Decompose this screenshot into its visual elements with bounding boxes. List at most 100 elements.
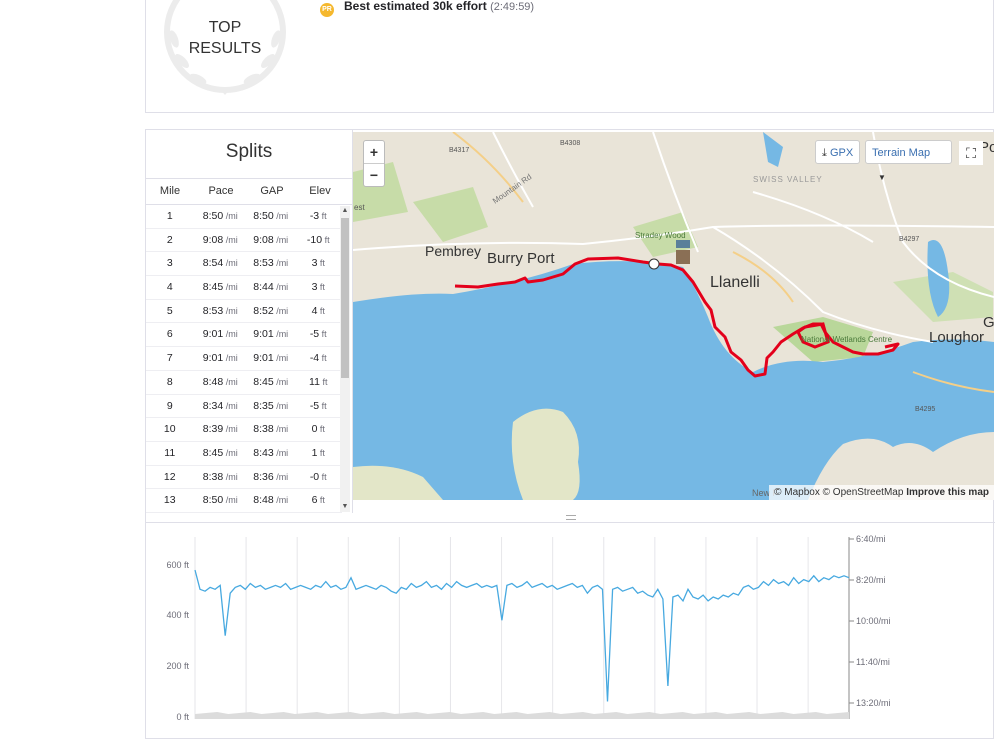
split-pace-unit: /mi bbox=[223, 353, 238, 364]
splits-scrollbar[interactable]: ▲ ▼ bbox=[340, 206, 350, 512]
split-pace: 8:54 /mi bbox=[194, 252, 247, 275]
split-pace: 8:45 /mi bbox=[194, 276, 247, 299]
split-mile-value: 5 bbox=[166, 304, 173, 317]
split-pace-value: 8:54 bbox=[202, 257, 224, 270]
split-gap-value: 8:38 bbox=[253, 423, 274, 436]
split-row[interactable]: 8 8:48 /mi 8:45 /mi 11 ft bbox=[146, 371, 342, 395]
splits-rows[interactable]: 1 8:50 /mi 8:50 /mi -3 ft 2 9:08 /mi 9:08 /mi -… bbox=[146, 205, 352, 513]
map-label-loughor: Loughor bbox=[929, 329, 984, 346]
split-gap-value: 8:44 bbox=[253, 281, 274, 294]
laurel-badge-icon bbox=[164, 0, 286, 95]
split-row[interactable]: 7 9:01 /mi 9:01 /mi -4 ft bbox=[146, 347, 342, 371]
split-pace-unit: /mi bbox=[223, 447, 238, 458]
split-elev-unit: ft bbox=[317, 495, 325, 506]
scroll-up-arrow-icon[interactable]: ▲ bbox=[341, 207, 349, 214]
split-gap-unit: /mi bbox=[273, 211, 289, 221]
split-elev-value: -4 bbox=[309, 352, 320, 365]
zoom-in-button[interactable]: + bbox=[369, 144, 379, 160]
map-label-stradey-wood: Stradey Wood bbox=[635, 231, 686, 240]
map-label-b4297: B4297 bbox=[899, 236, 919, 243]
split-elev-unit: ft bbox=[317, 258, 325, 269]
split-pace-unit: /mi bbox=[223, 400, 238, 411]
split-pace-unit: /mi bbox=[223, 329, 238, 340]
split-row[interactable]: 11 8:45 /mi 8:43 /mi 1 ft bbox=[146, 442, 342, 466]
split-elev-value: 1 bbox=[311, 446, 318, 459]
split-mile-value: 2 bbox=[166, 233, 173, 246]
split-row[interactable]: 3 8:54 /mi 8:53 /mi 3 ft bbox=[146, 252, 342, 277]
y-left-tick-label: 200 ft bbox=[166, 661, 189, 671]
split-elev-unit: ft bbox=[319, 400, 327, 411]
split-mile: 5 bbox=[146, 300, 194, 323]
split-pace-unit: /mi bbox=[223, 282, 238, 293]
split-gap-unit: /mi bbox=[273, 329, 289, 340]
split-elev: 3 ft bbox=[294, 276, 342, 299]
split-pace: 9:01 /mi bbox=[194, 323, 247, 346]
osm-link[interactable]: © OpenStreetMap bbox=[822, 487, 904, 498]
terrain-map-dropdown[interactable]: Terrain Map ▼ bbox=[865, 140, 952, 182]
best-effort-time: (2:49:59) bbox=[490, 1, 535, 13]
split-row[interactable]: 5 8:53 /mi 8:52 /mi 4 ft bbox=[146, 300, 342, 324]
split-elev-value: -0 bbox=[309, 470, 320, 483]
split-row[interactable]: 12 8:38 /mi 8:36 /mi -0 ft bbox=[146, 466, 342, 490]
badge-label-results: RESULTS bbox=[188, 40, 262, 57]
split-elev: 1 ft bbox=[294, 442, 342, 465]
split-row[interactable]: 13 8:50 /mi 8:48 /mi 6 ft bbox=[146, 489, 342, 513]
split-mile-value: 6 bbox=[166, 328, 173, 341]
split-gap-unit: /mi bbox=[273, 471, 289, 482]
split-row[interactable]: 1 8:50 /mi 8:50 /mi -3 ft bbox=[146, 205, 342, 229]
gpx-label: GPX bbox=[829, 147, 854, 159]
split-gap-value: 9:01 bbox=[253, 352, 274, 365]
split-row[interactable]: 4 8:45 /mi 8:44 /mi 3 ft bbox=[146, 276, 342, 300]
split-mile-value: 13 bbox=[163, 494, 176, 507]
split-row[interactable]: 6 9:01 /mi 9:01 /mi -5 ft bbox=[146, 323, 342, 348]
split-pace-value: 8:48 bbox=[202, 375, 224, 388]
badge-label-top: TOP bbox=[208, 19, 242, 36]
split-elev-unit: ft bbox=[317, 305, 325, 316]
fullscreen-icon[interactable]: ⛶ bbox=[959, 141, 983, 165]
split-mile-value: 9 bbox=[166, 399, 173, 412]
split-elev: 3 ft bbox=[294, 252, 342, 275]
split-gap: 8:43 /mi bbox=[247, 442, 295, 465]
resize-handle[interactable] bbox=[566, 515, 576, 520]
mapbox-link[interactable]: © Mapbox bbox=[774, 487, 820, 498]
splits-header-row: Mile Pace GAP Elev bbox=[146, 179, 352, 205]
y-right-tick-label: 13:20/mi bbox=[856, 698, 891, 708]
pace-elevation-chart[interactable]: 600 ft 400 ft 200 ft 0 ft 6:40/mi 8:20/mi 10:0… bbox=[146, 522, 995, 743]
split-elev-value: 0 bbox=[311, 423, 318, 436]
split-row[interactable]: 10 8:39 /mi 8:38 /mi 0 ft bbox=[146, 418, 342, 442]
split-elev-value: 3 bbox=[311, 257, 318, 270]
zoom-out-button[interactable]: − bbox=[364, 163, 384, 186]
split-gap-value: 8:45 bbox=[253, 375, 274, 388]
split-gap-value: 8:35 bbox=[253, 399, 274, 412]
splits-panel: Splits Mile Pace GAP Elev 1 8:50 /mi 8:50 … bbox=[146, 130, 353, 513]
split-elev: -4 ft bbox=[294, 347, 342, 370]
split-row[interactable]: 9 8:34 /mi 8:35 /mi -5 ft bbox=[146, 395, 342, 419]
split-elev: 6 ft bbox=[294, 489, 342, 512]
split-gap: 8:48 /mi bbox=[247, 489, 295, 512]
split-elev: -3 ft bbox=[294, 205, 342, 228]
split-mile-value: 8 bbox=[166, 375, 173, 388]
scroll-down-arrow-icon[interactable]: ▼ bbox=[341, 503, 349, 510]
split-pace-unit: /mi bbox=[223, 211, 238, 221]
scroll-thumb[interactable] bbox=[341, 218, 349, 378]
split-mile: 12 bbox=[146, 466, 194, 489]
split-mile-value: 3 bbox=[166, 257, 173, 270]
gpx-download-button[interactable]: ⤓ GPX bbox=[815, 140, 861, 164]
best-effort-item[interactable]: Best estimated 30k effort (2:49:59) bbox=[344, 0, 534, 13]
split-mile: 6 bbox=[146, 323, 194, 346]
route-map[interactable]: Pembrey Burry Port Llanelli Loughor Stra… bbox=[353, 132, 994, 500]
split-pace: 9:01 /mi bbox=[194, 347, 247, 370]
split-pace-value: 8:34 bbox=[202, 399, 224, 412]
split-mile: 9 bbox=[146, 395, 194, 418]
split-row[interactable]: 2 9:08 /mi 9:08 /mi -10 ft bbox=[146, 229, 342, 253]
improve-map-link[interactable]: Improve this map bbox=[906, 487, 989, 498]
split-mile: 3 bbox=[146, 252, 194, 275]
split-gap-value: 8:36 bbox=[253, 470, 274, 483]
chart-svg: 600 ft 400 ft 200 ft 0 ft 6:40/mi 8:20/mi 10:0… bbox=[166, 534, 891, 722]
split-pace: 8:48 /mi bbox=[194, 371, 247, 394]
split-elev-value: -3 bbox=[309, 210, 320, 222]
elevation-area bbox=[195, 712, 849, 719]
split-mile-value: 10 bbox=[163, 423, 176, 436]
header-elev: Elev bbox=[309, 185, 331, 197]
map-attribution: © Mapbox © OpenStreetMap Improve this ma… bbox=[769, 485, 994, 500]
